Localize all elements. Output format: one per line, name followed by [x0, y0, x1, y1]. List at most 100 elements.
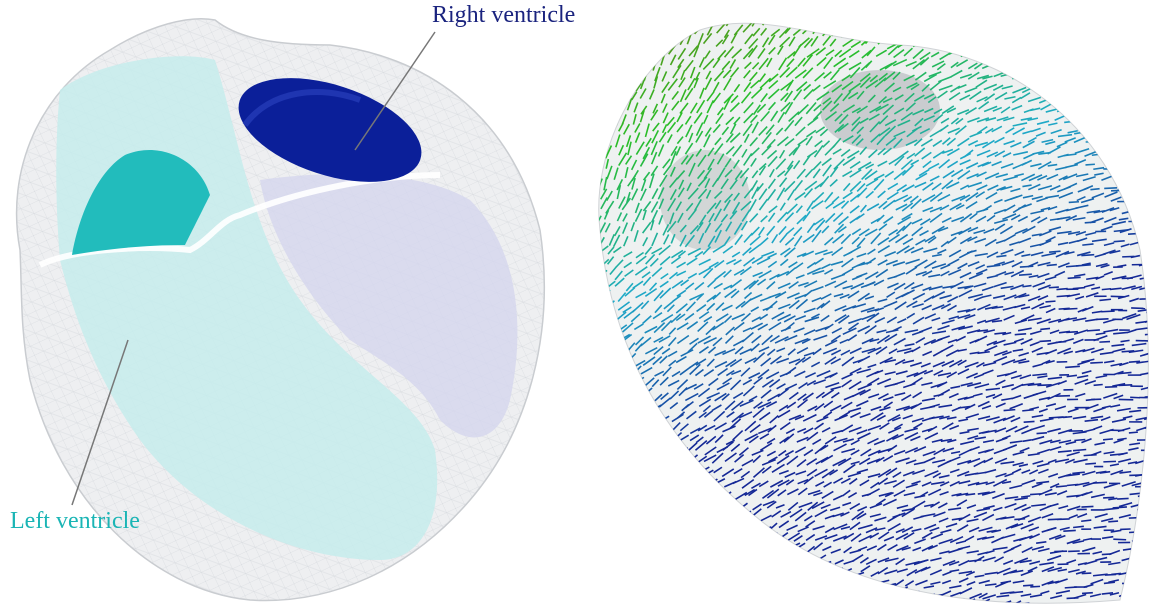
fiber [1056, 518, 1070, 521]
fiber [714, 490, 727, 497]
fiber [768, 101, 776, 111]
fiber [752, 104, 761, 116]
fiber [598, 545, 605, 555]
fiber [607, 379, 617, 388]
fiber [976, 536, 987, 541]
fiber [697, 154, 707, 168]
fiber [796, 23, 805, 26]
fiber [869, 74, 879, 83]
fiber [788, 391, 799, 400]
fiber [1093, 112, 1106, 116]
fiber [1091, 286, 1101, 290]
fiber [1039, 304, 1051, 309]
fiber [837, 226, 847, 233]
fiber [1144, 425, 1149, 430]
fiber [1027, 117, 1039, 122]
fiber [928, 605, 936, 609]
fiber [630, 459, 640, 466]
fiber [1140, 252, 1149, 258]
fiber [652, 122, 660, 132]
fiber [732, 593, 744, 600]
fiber [842, 489, 851, 497]
fiber [1111, 418, 1127, 423]
fiber [904, 92, 915, 103]
fiber [716, 107, 724, 116]
fiber [924, 235, 936, 243]
fiber [848, 317, 863, 325]
fiber [984, 607, 995, 610]
fiber [923, 40, 933, 46]
fiber [1129, 492, 1141, 496]
fiber [679, 234, 687, 247]
fiber [1004, 472, 1014, 478]
fiber [618, 435, 627, 444]
fiber [957, 83, 967, 89]
fiber [954, 125, 967, 136]
fiber [1047, 458, 1057, 464]
fiber [905, 560, 920, 566]
fiber [951, 7, 962, 14]
fiber [957, 262, 968, 270]
fiber [1054, 115, 1065, 121]
fiber [1145, 600, 1149, 604]
fiber [848, 26, 857, 37]
fiber [1104, 187, 1118, 190]
fiber [1085, 318, 1099, 322]
fiber [720, 178, 729, 190]
fiber [632, 565, 645, 575]
fiber [924, 606, 935, 610]
fiber [920, 362, 931, 368]
fiber [1029, 594, 1043, 598]
fiber [1066, 538, 1081, 545]
fiber [1058, 82, 1069, 89]
fiber [633, 102, 639, 113]
fiber [1045, 403, 1057, 408]
fiber [1020, 338, 1033, 345]
fiber [1148, 371, 1149, 376]
fiber [842, 170, 853, 178]
fiber [939, 550, 950, 555]
fiber [714, 229, 722, 243]
fiber [708, 212, 715, 223]
fiber [810, 361, 821, 368]
fiber [1039, 239, 1052, 247]
fiber [1090, 84, 1105, 89]
fiber [1018, 237, 1032, 244]
fiber [915, 270, 927, 276]
fiber [607, 23, 615, 26]
fiber [911, 125, 922, 132]
fiber [626, 191, 631, 203]
fiber [967, 427, 979, 432]
fiber [911, 283, 924, 290]
fiber [779, 421, 791, 431]
fiber [1150, 560, 1158, 561]
fiber [848, 380, 862, 390]
fiber [1067, 276, 1081, 280]
fiber [1072, 286, 1086, 290]
fiber [893, 337, 906, 346]
fiber [911, 226, 924, 237]
fiber [1136, 164, 1149, 167]
pointer-line [71, 339, 129, 506]
fiber [893, 130, 906, 138]
fiber [1121, 62, 1136, 67]
fiber [825, 202, 835, 210]
fiber [912, 546, 922, 552]
fiber [1149, 510, 1158, 511]
fiber [794, 262, 804, 270]
fiber [724, 335, 734, 345]
fiber [1045, 39, 1055, 45]
fiber [1022, 284, 1032, 288]
fiber [946, 416, 957, 420]
fiber [753, 351, 766, 363]
fiber [648, 541, 658, 552]
fiber [725, 146, 735, 155]
fiber [648, 569, 660, 577]
fiber [1099, 470, 1111, 474]
fiber [883, 71, 896, 82]
fiber [780, 92, 789, 102]
fiber [739, 265, 752, 276]
fiber [1110, 84, 1121, 89]
fiber [1075, 349, 1086, 354]
fiber [654, 393, 663, 402]
